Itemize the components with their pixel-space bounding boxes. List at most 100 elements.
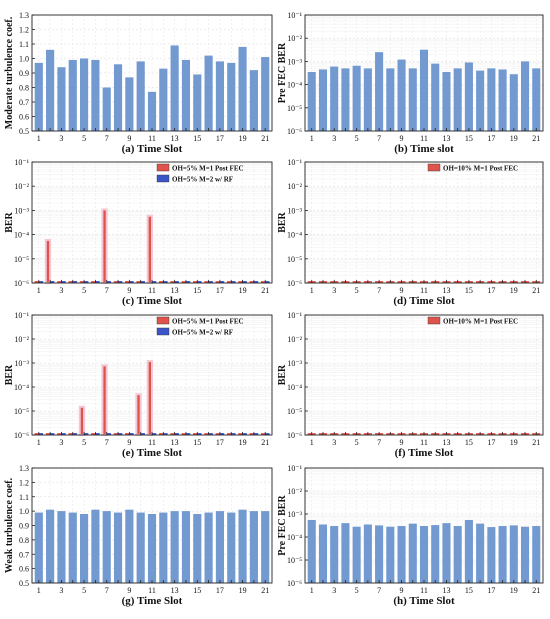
y-tick-label: 10⁻⁶ (14, 279, 29, 288)
legend-swatch (156, 316, 170, 325)
bar-c-s0-8 (113, 281, 119, 283)
x-tick-label: 9 (400, 134, 404, 143)
bar-c-s0-3 (57, 281, 62, 283)
x-tick-label: 5 (82, 586, 86, 595)
bar-c-s1-14 (185, 281, 191, 283)
x-tick-label: 1 (37, 134, 41, 143)
bar-e-s1-3 (61, 433, 66, 435)
bar-c-s1-17 (219, 281, 225, 283)
bar-h-s0-7 (375, 525, 384, 583)
x-tick-label: 3 (59, 286, 63, 295)
bar-e-s1-17 (219, 433, 225, 435)
y-tick-label: 0.6 (19, 565, 29, 574)
bar-e-s0-4 (68, 433, 73, 435)
y-tick-label: 10⁻¹ (14, 158, 29, 167)
x-tick-label: 21 (532, 286, 540, 295)
bar-c-s0-13 (170, 281, 175, 283)
bar-e-s1-13 (174, 433, 179, 435)
bar-h-s0-13 (442, 523, 451, 583)
y-tick-label: 10⁻⁴ (287, 533, 302, 542)
x-tick-label: 17 (487, 586, 495, 595)
y-tick-label: 10⁻² (287, 335, 302, 344)
bar-c-s1-18 (231, 281, 236, 283)
bar-c-s0-9 (125, 281, 130, 283)
x-tick-label: 11 (420, 586, 428, 595)
bar-g-s0-15 (193, 514, 202, 583)
x-tick-label: 5 (355, 586, 359, 595)
bar-h-s0-2 (318, 524, 328, 583)
y-tick-label: 0.8 (19, 84, 29, 93)
x-tick-label: 7 (377, 134, 381, 143)
x-tick-label: 11 (148, 286, 156, 295)
x-tick-label: 5 (355, 438, 359, 447)
bar-b-s0-19 (509, 74, 518, 131)
bar-e-s1-12 (163, 433, 168, 435)
bar-e-s0-6 (91, 433, 96, 435)
x-tick-label: 5 (82, 286, 86, 295)
y-tick-label: 1.2 (19, 26, 29, 35)
bar-e-s0-20 (249, 433, 254, 435)
bar-c-s1-21 (265, 281, 270, 283)
bar-h-s0-17 (487, 527, 496, 583)
x-tick-label: 15 (193, 134, 201, 143)
bar-a-s0-17 (215, 61, 224, 131)
bar-a-s0-1 (34, 62, 43, 131)
bar-e-s0-8 (113, 433, 119, 435)
bar-c-s0-21 (260, 281, 266, 283)
legend-swatch (427, 316, 441, 325)
bar-e-s1-16 (208, 433, 213, 435)
bar-c-s1-11 (152, 281, 157, 283)
y-tick-label: 0.5 (19, 579, 29, 588)
y-tick-label: 1.0 (19, 55, 29, 64)
bar-b-s0-18 (498, 69, 507, 131)
x-tick-label: 11 (420, 286, 428, 295)
bar-c-s1-3 (61, 281, 66, 283)
x-tick-label: 13 (442, 438, 450, 447)
bar-c-s1-1 (38, 281, 44, 283)
bar-b-s0-17 (487, 68, 496, 131)
bar-e-s0-2 (45, 433, 51, 435)
bar-b-s0-13 (442, 71, 451, 131)
x-tick-label: 21 (261, 586, 269, 595)
bar-h-s0-1 (307, 519, 316, 583)
bar-c-s0-15 (192, 281, 198, 283)
y-tick-label: 10⁻³ (14, 206, 29, 215)
bar-b-s0-5 (352, 65, 361, 131)
bar-c-s0-18 (226, 281, 232, 283)
panel-caption: (d) Time Slot (393, 295, 455, 307)
x-tick-label: 7 (105, 438, 109, 447)
bar-e-s1-14 (185, 433, 191, 435)
x-tick-label: 19 (239, 286, 247, 295)
bar-b-s0-4 (341, 68, 350, 131)
y-tick-label: 10⁻⁵ (287, 556, 302, 565)
x-tick-label: 15 (465, 438, 473, 447)
bar-b-s0-10 (408, 68, 417, 131)
y-tick-label: 10⁻³ (287, 206, 302, 215)
y-tick-label: 1.3 (19, 11, 29, 20)
bar-e-s0-13 (170, 433, 175, 435)
bar-e-s0-12 (159, 433, 164, 435)
bar-b-s0-9 (397, 59, 406, 131)
y-tick-label: 10⁻² (287, 487, 302, 496)
bar-g-s0-6 (91, 509, 100, 583)
y-tick-label: 10⁻⁶ (14, 431, 29, 440)
y-tick-label: 10⁻⁶ (287, 127, 302, 136)
bar-b-s0-2 (318, 69, 328, 131)
bar-e-s0-17 (215, 433, 220, 435)
legend-label: OH=5% M=1 Post FEC (172, 318, 244, 326)
x-tick-label: 7 (105, 286, 109, 295)
bar-c-s1-2 (50, 281, 55, 283)
y-tick-label: 10⁻⁴ (14, 383, 29, 392)
bar-g-s0-1 (34, 512, 43, 583)
bar-e-s1-19 (242, 433, 247, 435)
bar-h-s0-9 (397, 526, 406, 583)
x-tick-label: 17 (487, 134, 495, 143)
x-tick-label: 21 (532, 438, 540, 447)
x-tick-label: 1 (310, 586, 314, 595)
bar-a-s0-18 (227, 62, 236, 131)
y-tick-label: 0.9 (19, 522, 29, 531)
bar-e-s1-20 (253, 433, 259, 435)
bar-e-s1-10 (140, 433, 145, 435)
bar-e-s1-6 (95, 433, 100, 435)
